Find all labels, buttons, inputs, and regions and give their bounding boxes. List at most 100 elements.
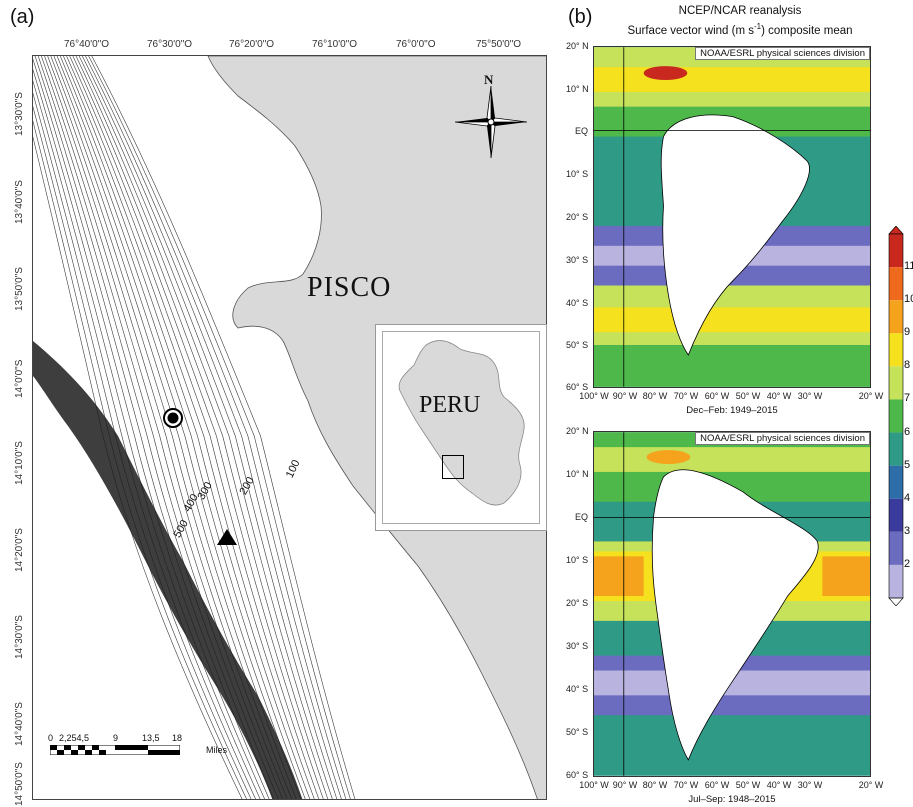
colorbar-label: 11 — [904, 260, 913, 273]
lon-label: 40° W — [766, 780, 792, 790]
lon-tick: 76°30'0"O — [147, 39, 193, 50]
lon-label: 60° W — [704, 780, 730, 790]
colorbar-top-arrow — [888, 226, 904, 235]
lon-label: 50° W — [735, 780, 761, 790]
contour-line — [33, 120, 247, 799]
colorbar-label: 7 — [904, 392, 911, 405]
credit-label: NOAA/ESRL physical sciences division — [695, 432, 870, 445]
colorbar-segment — [889, 366, 903, 400]
lat-tick: 14°20'0"S — [14, 528, 25, 572]
lon-tick: 76°10'0"O — [312, 39, 358, 50]
lon-tick: 76°40'0"O — [64, 39, 110, 50]
lat-tick: 14°0'0"S — [14, 359, 25, 398]
scale-number: 0 — [48, 733, 54, 743]
contour-line — [56, 56, 306, 799]
lon-label: 100° W — [579, 780, 609, 790]
lat-tick: 13°40'0"S — [14, 180, 25, 224]
lat-label: EQ — [574, 512, 588, 522]
lat-tick: 13°50'0"S — [14, 267, 25, 311]
lat-label: EQ — [574, 126, 588, 136]
lon-tick: 76°20'0"O — [229, 39, 275, 50]
contour-line — [78, 56, 338, 799]
inset-study-area-box — [442, 455, 464, 479]
lon-label: 80° W — [642, 391, 668, 401]
colorbar-segment — [889, 498, 903, 532]
colorbar-label: 2 — [904, 557, 911, 570]
lat-label: 40° S — [566, 298, 589, 308]
panel-b-title: NCEP/NCAR reanalysis Surface vector wind… — [590, 4, 890, 39]
lat-label: 50° S — [566, 727, 589, 737]
lat-label: 30° S — [566, 255, 589, 265]
station-circle-marker-dot — [167, 412, 179, 424]
lat-tick: 14°30'0"S — [14, 615, 25, 659]
lat-tick: 14°40'0"S — [14, 702, 25, 746]
scale-unit: Miles — [206, 745, 228, 755]
lon-label: 80° W — [642, 780, 668, 790]
lon-label: 90° W — [612, 780, 638, 790]
contour-line — [85, 56, 347, 799]
contour-line — [50, 56, 297, 799]
north-label: N — [484, 72, 494, 87]
title-line-2: Surface vector wind (m s-1) composite me… — [627, 22, 853, 37]
scale-number: 18 — [172, 733, 183, 743]
lat-label: 40° S — [566, 684, 589, 694]
lon-label: 70° W — [673, 391, 699, 401]
lon-tick: 75°50'0"O — [476, 39, 522, 50]
lon-label: 30° W — [797, 391, 823, 401]
lat-label: 10° S — [566, 555, 589, 565]
lat-tick: 14°50'0"S — [14, 762, 25, 806]
lat-label: 30° S — [566, 641, 589, 651]
lon-label: 90° W — [612, 391, 638, 401]
pisco-label: PISCO — [307, 272, 392, 303]
colorbar-label: 4 — [904, 491, 911, 504]
lat-label: 60° S — [566, 382, 589, 392]
contour-line — [91, 56, 356, 799]
colorbar: 11 10 9 8 7 6 5 4 3 2 — [888, 226, 913, 616]
lat-label: 20° N — [566, 41, 589, 51]
contour-line — [66, 56, 320, 799]
lat-label: 10° S — [566, 169, 589, 179]
title-line-1: NCEP/NCAR reanalysis — [678, 5, 802, 17]
lon-label: 70° W — [673, 780, 699, 790]
colorbar-label: 6 — [904, 425, 911, 438]
scale-number: 2,254,5 — [59, 733, 90, 743]
colorbar-segment — [889, 531, 903, 565]
colorbar-bottom-arrow — [888, 597, 904, 606]
lon-label: 20° W — [858, 391, 884, 401]
lon-label: 60° W — [704, 391, 730, 401]
contour-line — [69, 56, 324, 799]
peru-inset: PERU — [375, 324, 547, 531]
colorbar-segment — [889, 399, 903, 433]
colorbar-segment — [889, 564, 903, 598]
lat-label: 60° S — [566, 770, 589, 780]
lat-label: 20° N — [566, 426, 589, 436]
panel-b-letter: (b) — [568, 6, 593, 28]
wind-map-top-canvas — [593, 46, 871, 388]
peru-label: PERU — [419, 392, 481, 418]
lat-label: 50° S — [566, 340, 589, 350]
lat-tick: 14°10'0"S — [14, 441, 25, 485]
contour-line — [72, 56, 329, 799]
lat-label: 10° N — [566, 469, 589, 479]
contour-line — [82, 56, 342, 799]
colorbar-label: 10 — [904, 293, 913, 306]
contour-line — [53, 56, 302, 799]
colorbar-segment — [889, 333, 903, 367]
colorbar-label: 8 — [904, 359, 911, 372]
lat-label: 20° S — [566, 598, 589, 608]
scale-number: 13,5 — [142, 733, 160, 743]
lon-label: 30° W — [797, 780, 823, 790]
credit-label: NOAA/ESRL physical sciences division — [695, 47, 870, 60]
colorbar-segment — [889, 267, 903, 301]
contour-line — [33, 136, 243, 799]
scale-bar: 0 2,254,5 9 13,5 18 Miles — [48, 733, 238, 773]
contour-line — [75, 56, 333, 799]
colorbar-segment — [889, 432, 903, 466]
wind-map-jul-sep: NOAA/ESRL physical sciences division — [593, 431, 871, 777]
lon-label: 20° W — [858, 780, 884, 790]
contour-line — [33, 80, 261, 799]
panel-a-letter: (a) — [10, 6, 35, 28]
lon-tick: 76°0'0"O — [396, 39, 436, 50]
peru-outline — [398, 340, 525, 506]
lat-label: 20° S — [566, 212, 589, 222]
